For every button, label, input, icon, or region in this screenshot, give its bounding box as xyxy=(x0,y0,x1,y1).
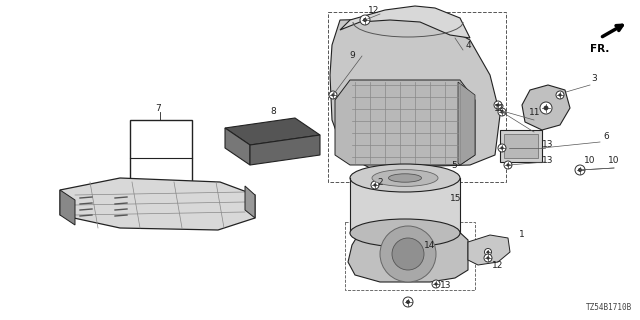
Circle shape xyxy=(363,18,367,22)
Text: 13: 13 xyxy=(542,140,554,148)
Circle shape xyxy=(486,251,490,253)
Circle shape xyxy=(558,93,562,97)
Circle shape xyxy=(494,101,502,109)
Polygon shape xyxy=(335,80,475,165)
Text: 1: 1 xyxy=(519,229,525,238)
Text: 10: 10 xyxy=(608,156,620,164)
Circle shape xyxy=(406,300,410,304)
Bar xyxy=(328,12,506,182)
Polygon shape xyxy=(60,190,75,225)
Text: TZ54B1710B: TZ54B1710B xyxy=(586,303,632,312)
Bar xyxy=(130,120,192,190)
Circle shape xyxy=(484,254,492,262)
Circle shape xyxy=(556,91,564,99)
Circle shape xyxy=(432,280,440,288)
Bar xyxy=(500,130,542,162)
Circle shape xyxy=(504,161,512,169)
Circle shape xyxy=(332,93,335,97)
Bar xyxy=(350,178,460,233)
Circle shape xyxy=(435,282,438,285)
Text: 3: 3 xyxy=(591,74,597,83)
Polygon shape xyxy=(245,186,255,218)
Text: 13: 13 xyxy=(542,156,554,164)
Text: 12: 12 xyxy=(492,261,504,270)
Polygon shape xyxy=(348,222,468,282)
Bar xyxy=(345,222,475,290)
Circle shape xyxy=(371,181,379,189)
Polygon shape xyxy=(330,18,500,168)
Polygon shape xyxy=(225,128,250,165)
Circle shape xyxy=(498,108,506,116)
Text: 14: 14 xyxy=(424,241,436,250)
Polygon shape xyxy=(468,235,510,265)
Circle shape xyxy=(360,15,370,25)
Text: 13: 13 xyxy=(440,282,452,291)
Circle shape xyxy=(380,226,436,282)
Text: 2: 2 xyxy=(377,178,383,187)
Circle shape xyxy=(578,168,582,172)
Polygon shape xyxy=(250,135,320,165)
Text: 10: 10 xyxy=(584,156,596,164)
Circle shape xyxy=(500,110,504,114)
Circle shape xyxy=(484,249,492,255)
Polygon shape xyxy=(60,178,255,230)
Ellipse shape xyxy=(350,164,460,192)
Bar xyxy=(504,134,538,158)
Circle shape xyxy=(497,103,500,107)
Circle shape xyxy=(392,238,424,270)
Text: 7: 7 xyxy=(155,103,161,113)
Polygon shape xyxy=(522,85,570,130)
Polygon shape xyxy=(225,118,320,145)
Ellipse shape xyxy=(350,219,460,247)
Text: FR.: FR. xyxy=(590,44,609,54)
Ellipse shape xyxy=(372,170,438,186)
Circle shape xyxy=(543,106,548,110)
Polygon shape xyxy=(458,82,475,165)
Text: 6: 6 xyxy=(603,132,609,140)
Text: 15: 15 xyxy=(451,194,461,203)
Text: 8: 8 xyxy=(270,107,276,116)
Circle shape xyxy=(373,183,376,187)
Text: 4: 4 xyxy=(465,41,471,50)
Circle shape xyxy=(403,297,413,307)
Text: 12: 12 xyxy=(494,103,506,113)
Polygon shape xyxy=(340,6,470,38)
Circle shape xyxy=(540,102,552,114)
Circle shape xyxy=(498,144,506,152)
Text: 12: 12 xyxy=(368,5,380,14)
Circle shape xyxy=(329,91,337,99)
Text: 5: 5 xyxy=(451,161,457,170)
Circle shape xyxy=(575,165,585,175)
Ellipse shape xyxy=(388,174,422,182)
Text: 11: 11 xyxy=(529,108,541,116)
Text: 9: 9 xyxy=(349,51,355,60)
Circle shape xyxy=(486,256,490,260)
Circle shape xyxy=(500,147,504,150)
Circle shape xyxy=(506,164,509,167)
